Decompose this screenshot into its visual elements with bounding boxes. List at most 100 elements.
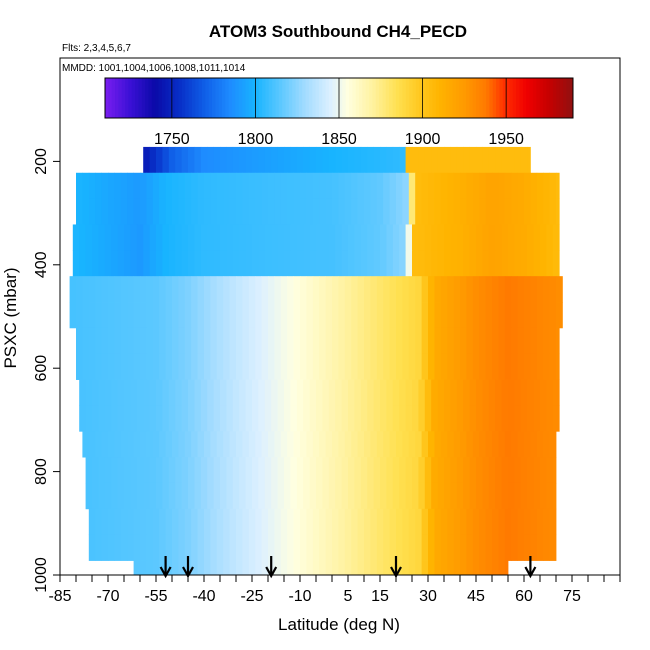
heatmap-cell — [360, 224, 368, 251]
heatmap-cell — [338, 560, 346, 576]
heatmap-cell — [392, 405, 400, 432]
heatmap-cell — [556, 302, 563, 329]
colorbar-swatch — [562, 78, 567, 118]
heatmap-cell — [248, 302, 256, 329]
heatmap-cell — [520, 379, 528, 406]
heatmap-cell — [255, 198, 262, 225]
heatmap-cell — [130, 405, 138, 432]
heatmap-cell — [415, 302, 422, 329]
heatmap-cell — [530, 198, 538, 225]
heatmap-cell — [306, 302, 314, 329]
heatmap-cell — [328, 224, 336, 251]
heatmap-cell — [424, 379, 432, 406]
heatmap-cell — [530, 276, 538, 303]
heatmap-cell — [229, 172, 237, 200]
heatmap-cell — [248, 534, 256, 561]
heatmap-cell — [309, 405, 317, 432]
heatmap-cell — [492, 276, 499, 303]
heatmap-cell — [178, 534, 186, 561]
heatmap-cell — [476, 250, 483, 277]
heatmap-cell — [402, 327, 410, 355]
heatmap-cell — [245, 457, 253, 484]
heatmap-cell — [357, 172, 365, 200]
heatmap-cell — [434, 276, 442, 303]
heatmap-cell — [108, 353, 115, 380]
heatmap-cell — [274, 534, 282, 561]
heatmap-cell — [424, 224, 432, 251]
heatmap-cell — [351, 172, 358, 200]
heatmap-cell — [319, 198, 326, 225]
colorbar-swatch — [105, 78, 109, 118]
heatmap-cell — [296, 457, 304, 484]
heatmap-cell — [421, 508, 429, 536]
colorbar-swatch — [232, 78, 236, 118]
x-tick-label: 5 — [344, 588, 353, 605]
x-tick-label: 30 — [419, 588, 437, 605]
heatmap-cell — [396, 534, 403, 561]
heatmap-cell — [124, 405, 131, 432]
heatmap-cell — [175, 146, 182, 174]
colorbar-swatch — [542, 78, 547, 118]
heatmap-cell — [504, 172, 512, 200]
heatmap-cell — [264, 250, 272, 277]
heatmap-cell — [165, 327, 173, 355]
heatmap-cell — [168, 224, 176, 251]
heatmap-cell — [136, 250, 144, 277]
colorbar-swatch — [175, 78, 180, 118]
colorbar-swatch — [218, 78, 223, 118]
heatmap-cell — [543, 276, 550, 303]
heatmap-cell — [226, 405, 234, 432]
heatmap-cell — [408, 276, 416, 303]
heatmap-cell — [178, 327, 186, 355]
heatmap-cell — [133, 560, 141, 576]
heatmap-cell — [268, 302, 275, 329]
heatmap-cell — [434, 302, 442, 329]
heatmap-cell — [351, 534, 358, 561]
colorbar-swatch — [445, 78, 450, 118]
heatmap-cell — [540, 224, 547, 251]
heatmap-cell — [143, 457, 150, 484]
heatmap-cell — [434, 198, 442, 225]
heatmap-cell — [226, 379, 234, 406]
heatmap-cell — [124, 224, 131, 251]
heatmap-cell — [341, 379, 349, 406]
heatmap-cell — [370, 327, 378, 355]
heatmap-cell — [460, 276, 467, 303]
heatmap-cell — [328, 379, 336, 406]
heatmap-cell — [236, 327, 243, 355]
heatmap-cell — [447, 302, 454, 329]
heatmap-cell — [140, 302, 147, 329]
heatmap-cell — [386, 405, 394, 432]
heatmap-cell — [380, 146, 387, 174]
heatmap-cell — [95, 172, 102, 200]
heatmap-cell — [543, 172, 550, 200]
heatmap-cell — [268, 353, 275, 380]
heatmap-cell — [527, 379, 534, 406]
heatmap-cell — [236, 172, 243, 200]
heatmap-cell — [460, 327, 467, 355]
heatmap-cell — [232, 405, 240, 432]
heatmap-cell — [258, 482, 266, 510]
heatmap-cell — [428, 276, 435, 303]
heatmap-cell — [332, 353, 339, 380]
heatmap-cell — [108, 534, 115, 561]
heatmap-cell — [95, 276, 102, 303]
heatmap-cell — [517, 198, 525, 225]
colorbar-swatch — [298, 78, 303, 118]
heatmap-cell — [111, 405, 118, 432]
heatmap-cell — [463, 457, 470, 484]
colorbar-swatch — [238, 78, 243, 118]
heatmap-cell — [533, 482, 541, 510]
heatmap-cell — [460, 431, 467, 458]
colorbar-swatch — [412, 78, 417, 118]
heatmap-cell — [98, 405, 106, 432]
heatmap-cell — [437, 146, 445, 174]
heatmap-cell — [479, 172, 486, 200]
colorbar-swatch — [145, 78, 149, 118]
heatmap-cell — [117, 379, 125, 406]
colorbar-swatch — [522, 78, 527, 118]
heatmap-cell — [472, 431, 480, 458]
heatmap-cell — [399, 146, 406, 174]
heatmap-cell — [376, 353, 384, 380]
heatmap-cell — [476, 224, 483, 251]
